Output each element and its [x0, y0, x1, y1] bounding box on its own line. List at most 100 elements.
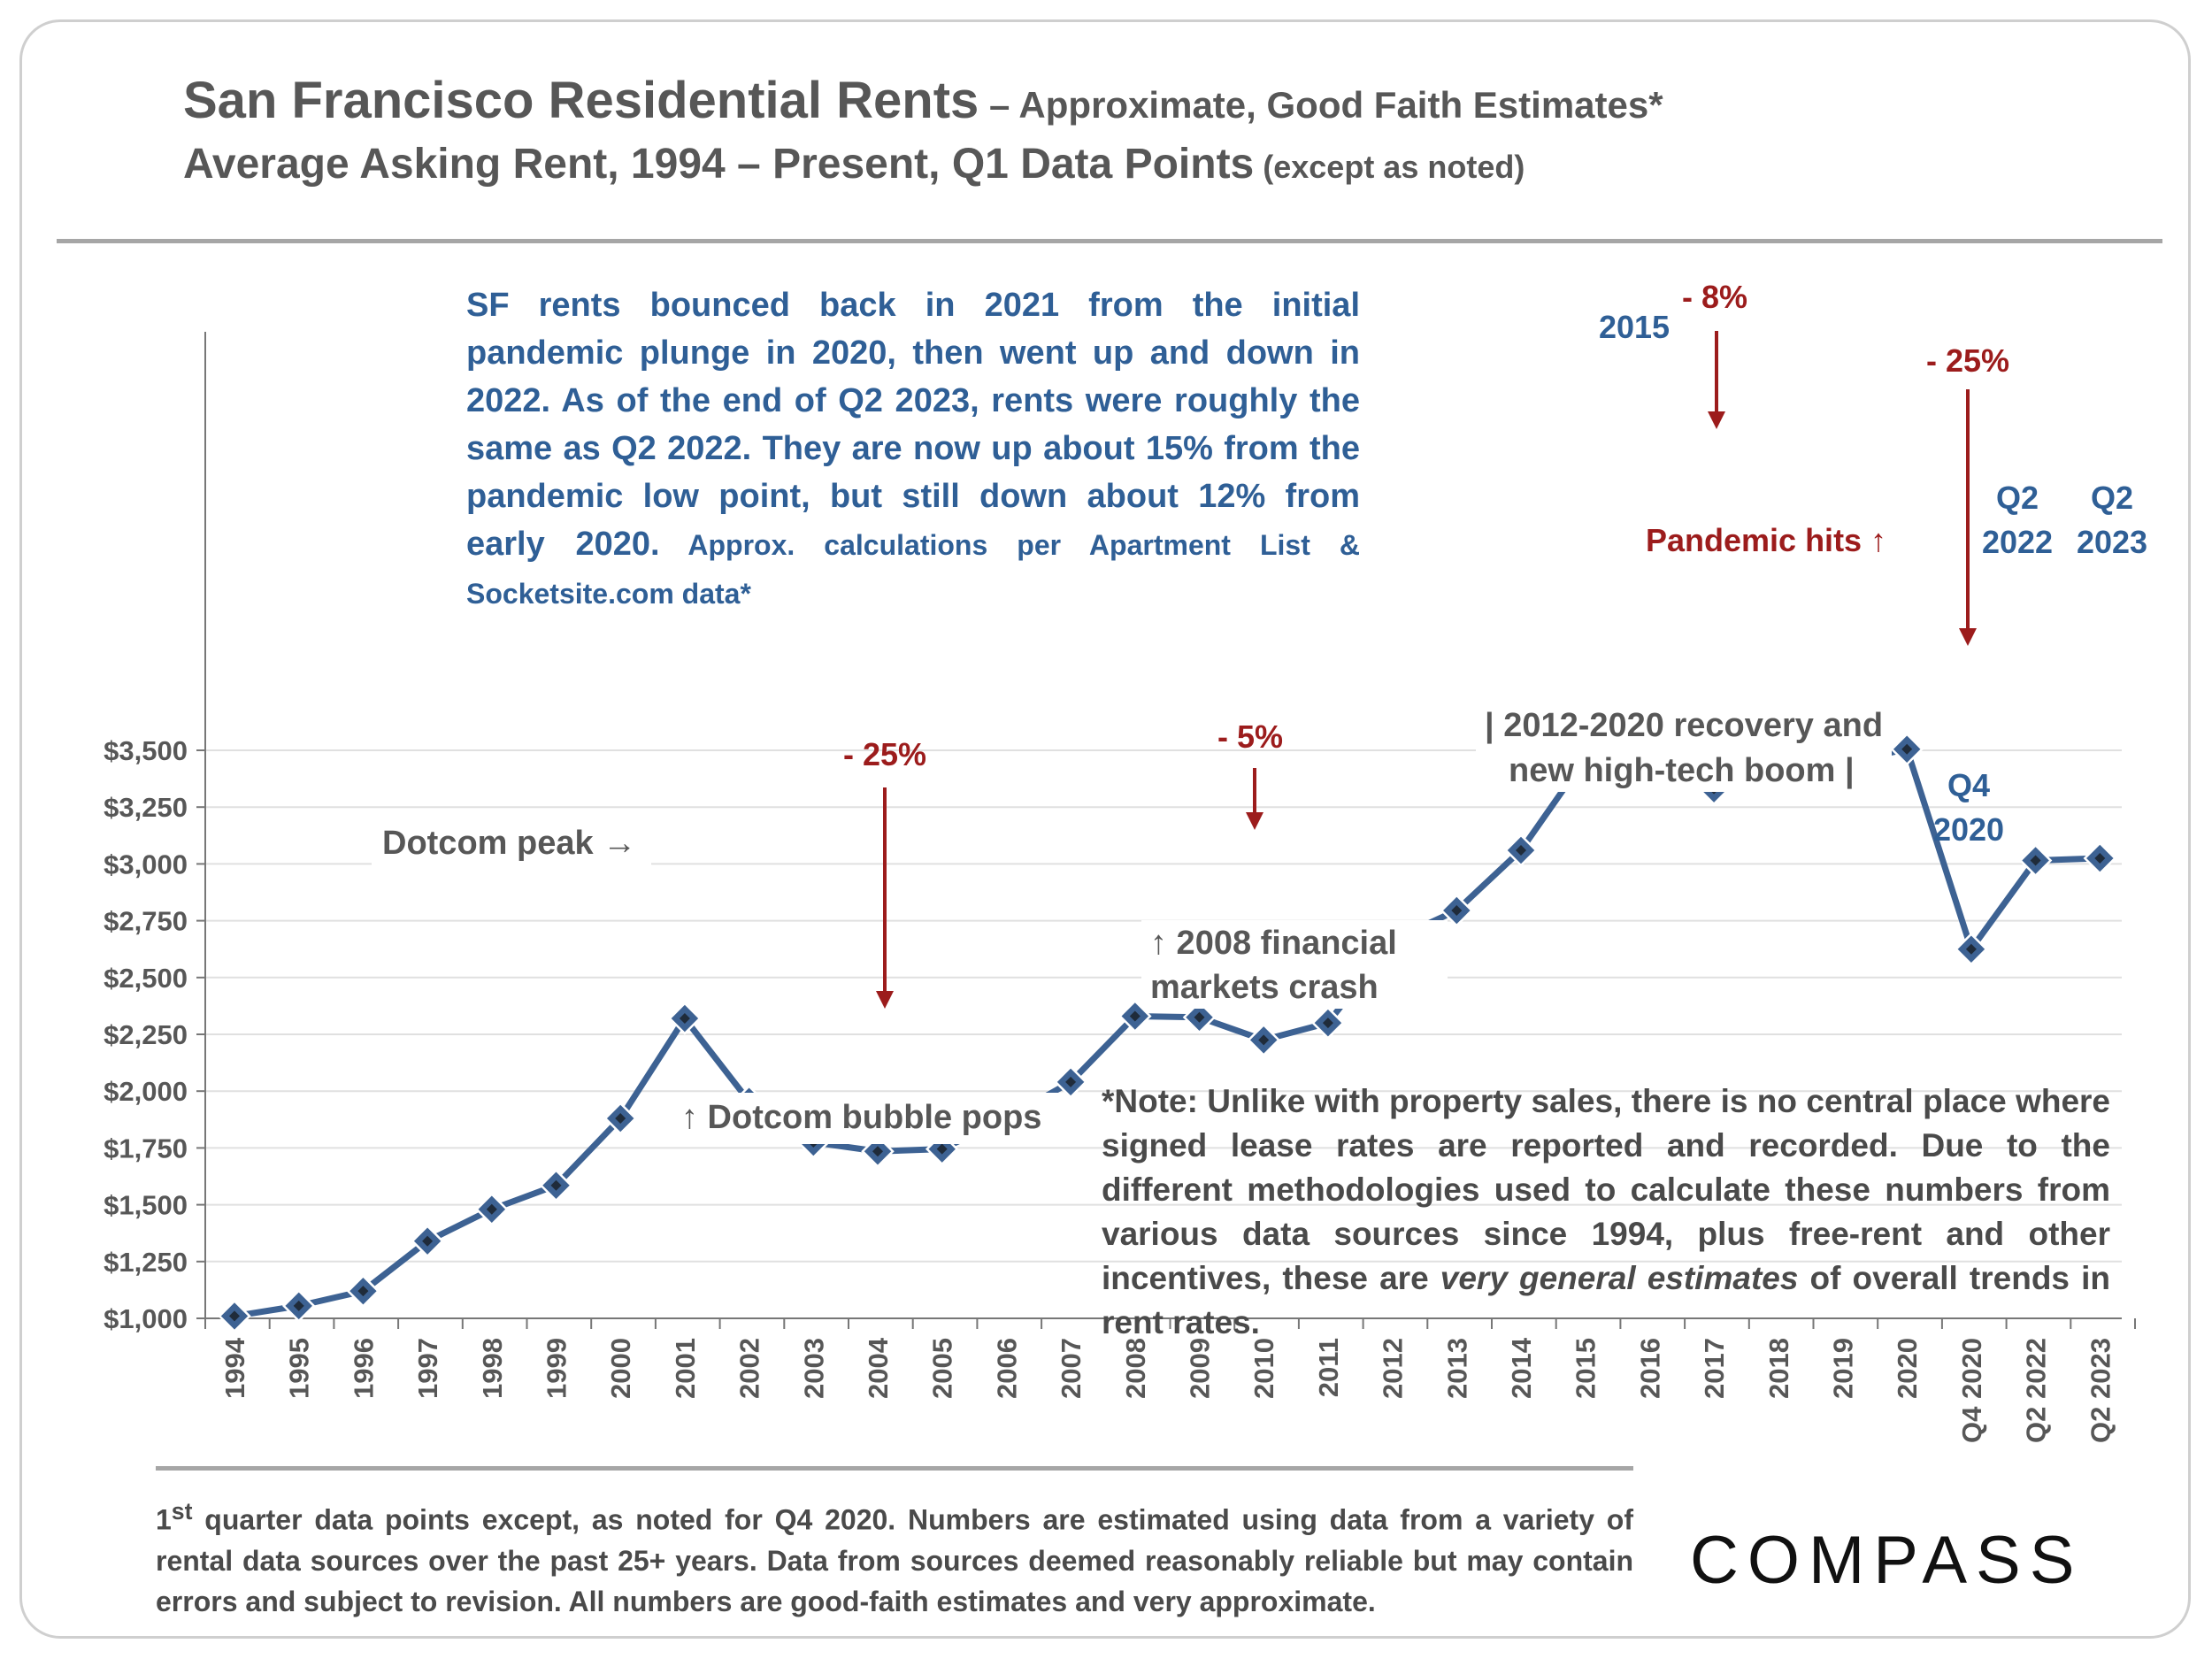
annotation-label: 2022 [1982, 524, 2053, 560]
y-tick-label: $1,250 [104, 1247, 188, 1278]
annotation-backdrop [372, 818, 651, 870]
x-tick-label: 2010 [1248, 1338, 1279, 1399]
data-point-center [679, 1013, 690, 1025]
data-point-center [2094, 852, 2106, 864]
x-tick-label: 2013 [1441, 1338, 1472, 1399]
data-point [411, 1224, 444, 1258]
x-tick-label: 2018 [1763, 1338, 1794, 1399]
compass-logo: COMPASS [1690, 1523, 2084, 1598]
data-point [281, 1289, 316, 1323]
intro-text: SF rents bounced back in 2021 from the i… [466, 287, 1361, 610]
data-point-center [1451, 905, 1463, 917]
drop-arrow-head [1959, 628, 1977, 646]
x-tick-label: 2001 [670, 1338, 701, 1399]
y-tick-label: $3,500 [104, 735, 188, 766]
y-tick-label: $2,500 [104, 963, 188, 994]
chart-title: San Francisco Residential Rents – Approx… [183, 72, 1663, 129]
data-point-center [1965, 943, 1977, 955]
y-tick-label: $1,000 [104, 1303, 188, 1334]
annotation-label: - 25% [843, 736, 926, 772]
annotation-backdrop [672, 1093, 1058, 1144]
data-point [1955, 932, 1988, 966]
data-point [346, 1274, 380, 1308]
annotation-label: 2020 [1933, 811, 2004, 848]
x-tick-label: 2006 [991, 1338, 1022, 1399]
data-point-center [1516, 844, 1526, 856]
annotation-label: - 8% [1682, 279, 1747, 315]
drop-arrow-head [876, 991, 894, 1009]
y-tick-label: $1,500 [104, 1190, 188, 1221]
data-point-center [872, 1146, 883, 1157]
data-point-center [1065, 1076, 1077, 1087]
y-tick-labels: $1,000 $1,250 $1,500 $1,750 $2,000 $2,250 $2,5… [104, 735, 188, 1334]
annotation-label: Q4 [1947, 767, 1990, 803]
data-point [1311, 1006, 1345, 1040]
drop-arrow [1959, 389, 1977, 646]
x-tick-label: Q2 2023 [2085, 1338, 2116, 1443]
footnote: 1st quarter data points except, as noted… [156, 1498, 1633, 1617]
annotation-label: 2023 [2077, 524, 2147, 560]
annotation-label: ↑ Dotcom bubble pops [681, 1099, 1041, 1136]
x-tick-label: 2016 [1634, 1338, 1665, 1399]
drop-arrow [1708, 331, 1725, 429]
data-point [1504, 833, 1538, 867]
annotations: Dotcom peak → - 25% ↑ Dotcom bubble pops - … [372, 279, 2147, 1144]
x-tick-label: 2009 [1185, 1338, 1216, 1399]
annotation-arrows [876, 331, 1977, 1009]
data-point-center [422, 1235, 434, 1247]
y-tick-label: $1,750 [104, 1133, 188, 1164]
annotation-label: 2015 [1599, 309, 1670, 345]
annotation-backdrop [1141, 920, 1448, 1009]
x-tick-label: 2002 [734, 1338, 765, 1399]
x-tick-label: 2014 [1506, 1337, 1537, 1399]
x-tick-label: 2011 [1313, 1338, 1344, 1397]
data-point [475, 1192, 509, 1226]
annotation-backdrop [1476, 703, 1892, 792]
x-tick-label: 2015 [1571, 1338, 1601, 1399]
x-tick-label: 2000 [605, 1338, 636, 1399]
data-point-center [1194, 1011, 1205, 1023]
x-tick-label: 1996 [348, 1338, 379, 1399]
data-point [218, 1299, 251, 1333]
x-tick-label: 1997 [412, 1338, 443, 1399]
annotation-label: Q2 [2091, 480, 2133, 516]
data-point-center [1322, 1018, 1333, 1029]
x-tick-label: Q2 2022 [2021, 1338, 2052, 1443]
x-tick-label: 2004 [863, 1337, 894, 1399]
x-tick-label: 2007 [1056, 1338, 1087, 1399]
y-tick-label: $3,250 [104, 792, 188, 823]
data-point-center [293, 1300, 304, 1311]
annotation-label: Dotcom peak → [382, 825, 636, 862]
data-point-center [357, 1286, 369, 1297]
drop-arrow [876, 787, 894, 1009]
data-point [1247, 1023, 1280, 1057]
drop-arrow-head [1246, 812, 1263, 830]
x-tick-label: 1994 [219, 1337, 250, 1399]
x-tick-label: 1995 [284, 1338, 315, 1399]
data-point-center [1901, 743, 1913, 755]
footnote-divider [156, 1466, 1633, 1471]
drop-arrow [1246, 768, 1263, 830]
data-point-center [2030, 855, 2041, 866]
y-tick-label: $3,000 [104, 849, 188, 879]
x-tick-label: 2008 [1120, 1338, 1151, 1399]
data-point [1182, 1000, 1217, 1034]
x-tick-label: 1998 [477, 1338, 508, 1399]
x-tick-label: 1999 [541, 1338, 572, 1399]
data-point-center [550, 1179, 562, 1191]
chart-subtitle: Average Asking Rent, 1994 – Present, Q1 … [183, 141, 1525, 188]
annotation-label: ↑ 2008 financial [1150, 925, 1397, 962]
x-tick-label: 2017 [1699, 1338, 1730, 1399]
annotation-backdrop [1637, 518, 1902, 566]
x-tick-label: 2019 [1828, 1338, 1859, 1399]
annotation-label: new high-tech boom | [1509, 752, 1855, 789]
data-point-center [615, 1113, 626, 1125]
data-point [539, 1169, 573, 1202]
annotation-label: Q2 [1996, 480, 2039, 516]
y-tick-label: $2,750 [104, 906, 188, 937]
title-divider [57, 239, 2162, 243]
axes [196, 332, 2136, 1329]
annotation-label: - 25% [1926, 342, 2009, 379]
data-point-center [1129, 1010, 1141, 1022]
